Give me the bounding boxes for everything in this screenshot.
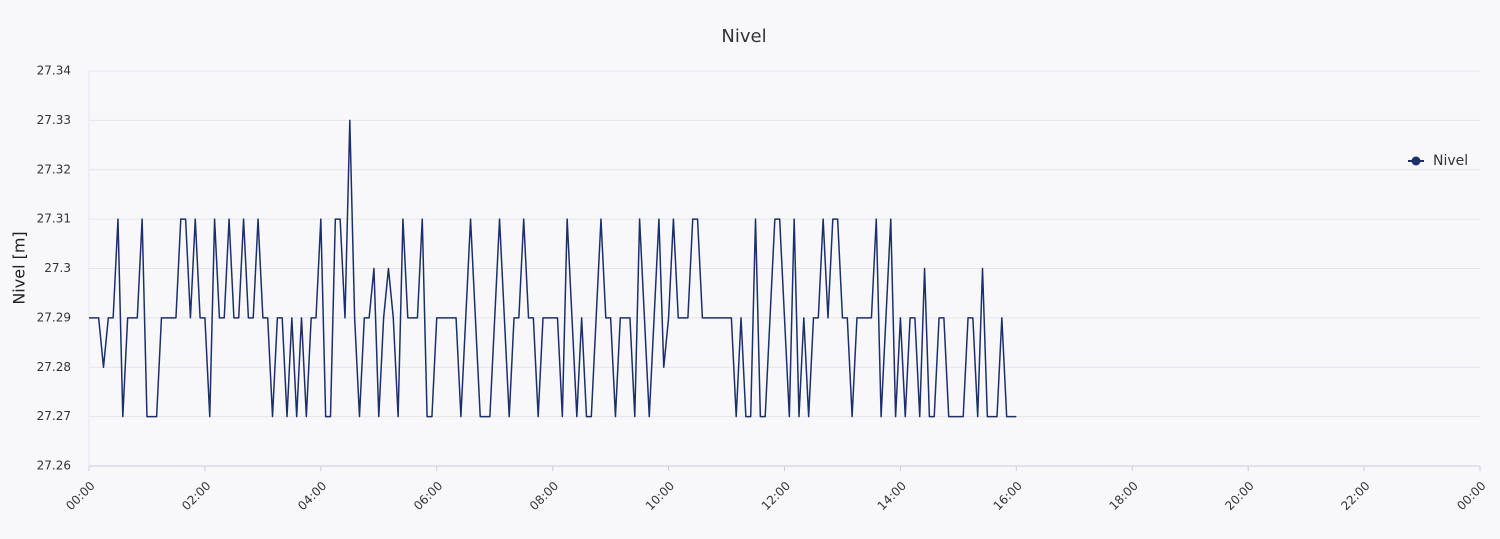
data-line: [89, 119, 1017, 418]
legend-marker: [1411, 156, 1421, 166]
x-tick-label: 22:00: [1338, 479, 1372, 513]
x-tick-label: 02:00: [179, 479, 213, 513]
y-tick-label: 27.32: [37, 162, 71, 176]
y-tick-label: 27.31: [37, 212, 71, 226]
x-tick-label: 00:00: [63, 479, 97, 513]
y-tick-label: 27.28: [37, 360, 71, 374]
x-tick-label: 08:00: [527, 479, 561, 513]
x-tick-label: 14:00: [875, 479, 909, 513]
x-tick-label: 04:00: [295, 479, 329, 513]
x-tick-label: 16:00: [991, 479, 1025, 513]
x-tick-label: 20:00: [1222, 479, 1256, 513]
y-tick-label: 27.26: [37, 459, 71, 473]
x-tick-label: 06:00: [411, 479, 445, 513]
chart-title: Nivel: [721, 26, 766, 47]
y-tick-label: 27.3: [44, 261, 71, 275]
y-tick-label: 27.33: [37, 113, 71, 127]
legend-label: Nivel: [1433, 153, 1468, 169]
x-tick-label: 00:00: [1454, 479, 1488, 513]
y-axis-label: Nivel [m]: [10, 231, 29, 304]
x-tick-label: 18:00: [1106, 479, 1140, 513]
x-tick-label: 10:00: [643, 479, 677, 513]
y-tick-label: 27.34: [37, 64, 71, 78]
y-tick-label: 27.27: [37, 409, 71, 423]
y-tick-label: 27.29: [37, 310, 71, 324]
x-tick-label: 12:00: [759, 479, 793, 513]
